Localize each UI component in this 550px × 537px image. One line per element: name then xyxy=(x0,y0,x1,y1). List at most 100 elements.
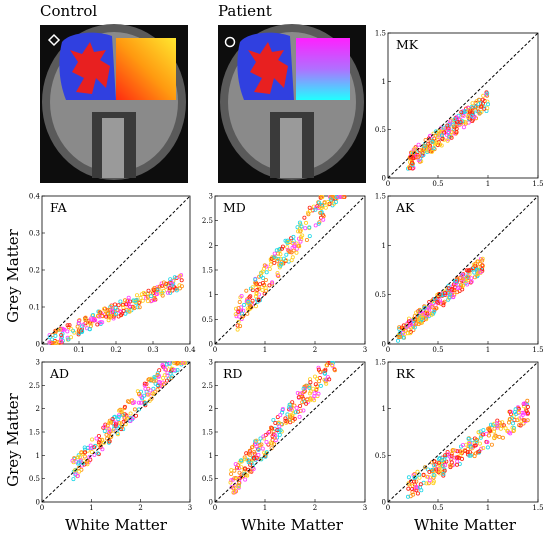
data-point xyxy=(328,194,333,199)
data-point xyxy=(273,420,278,425)
y-tick-label: 2 xyxy=(209,242,213,250)
data-point xyxy=(298,239,303,244)
data-point xyxy=(119,312,124,317)
data-point xyxy=(318,383,323,388)
data-point xyxy=(439,133,444,138)
data-point xyxy=(110,417,115,422)
data-point xyxy=(425,311,430,316)
data-point xyxy=(168,277,173,282)
data-point xyxy=(297,220,302,225)
data-point xyxy=(525,398,530,403)
data-point xyxy=(117,413,122,418)
data-point xyxy=(481,445,486,450)
data-point xyxy=(254,455,259,460)
data-point xyxy=(472,114,477,119)
data-point xyxy=(316,221,321,226)
data-point xyxy=(279,422,284,427)
data-point xyxy=(458,275,463,280)
data-point xyxy=(304,237,309,242)
panel-ad: 0 1 2 3 0 0.5 1 1.5 2 2.5 3 AD xyxy=(29,359,192,513)
data-point xyxy=(252,449,257,454)
panel-ak: 0 0.5 1 1.5 0 0.5 1 1.5 AK xyxy=(375,193,544,355)
data-point xyxy=(448,119,453,124)
data-point xyxy=(416,142,421,147)
data-point xyxy=(313,207,318,212)
data-point xyxy=(155,383,160,388)
data-point xyxy=(76,320,81,325)
data-point xyxy=(307,205,312,210)
data-point xyxy=(179,284,184,289)
data-point xyxy=(512,425,517,430)
data-point xyxy=(278,413,283,418)
data-point xyxy=(315,376,320,381)
data-point xyxy=(157,379,162,384)
data-point xyxy=(131,305,136,310)
data-point xyxy=(473,451,478,456)
data-point xyxy=(455,449,460,454)
data-point xyxy=(264,439,269,444)
data-point xyxy=(454,279,459,284)
y-tick-label: 0 xyxy=(382,499,386,507)
control-mri-image xyxy=(40,24,188,183)
y-tick-label: 1 xyxy=(209,452,213,460)
x-tick-label: 1.5 xyxy=(532,180,543,188)
data-point xyxy=(498,426,503,431)
y-tick-label: 0.5 xyxy=(375,291,386,299)
data-point xyxy=(399,325,404,330)
data-point xyxy=(466,436,471,441)
data-point xyxy=(402,331,407,336)
patient-mri-image xyxy=(218,24,366,183)
data-point xyxy=(482,106,487,111)
data-point xyxy=(75,473,80,478)
data-point xyxy=(125,309,130,314)
data-point xyxy=(233,489,238,494)
data-point xyxy=(478,435,483,440)
data-point xyxy=(460,272,465,277)
data-point xyxy=(451,124,456,129)
data-point xyxy=(437,455,442,460)
data-point xyxy=(288,413,293,418)
data-point xyxy=(68,326,73,331)
data-point xyxy=(155,371,160,376)
y-tick-label: 1.5 xyxy=(29,429,40,437)
data-point xyxy=(464,268,469,273)
data-point xyxy=(334,194,339,199)
patient-color-gradient xyxy=(296,38,350,100)
data-point xyxy=(299,224,304,229)
x-tick-label: 1 xyxy=(486,504,490,512)
data-point xyxy=(469,276,474,281)
data-point xyxy=(396,334,401,339)
data-point xyxy=(408,479,413,484)
data-point xyxy=(145,299,150,304)
data-point xyxy=(419,313,424,318)
data-point xyxy=(275,271,280,276)
data-point xyxy=(162,367,167,372)
data-point xyxy=(277,424,282,429)
data-point xyxy=(410,486,415,491)
data-point xyxy=(283,416,288,421)
panel-title: RD xyxy=(223,366,242,381)
data-point xyxy=(148,388,153,393)
data-point xyxy=(435,292,440,297)
data-point xyxy=(143,386,148,391)
data-point xyxy=(240,315,245,320)
data-point xyxy=(168,279,173,284)
data-point xyxy=(332,368,337,373)
data-point xyxy=(415,469,420,474)
data-point xyxy=(479,446,484,451)
data-point xyxy=(452,448,457,453)
data-point xyxy=(421,149,426,154)
data-point xyxy=(114,420,119,425)
x-tick-label: 0 xyxy=(40,346,44,354)
data-point xyxy=(445,450,450,455)
data-point xyxy=(417,307,422,312)
data-point xyxy=(519,415,524,420)
data-point xyxy=(151,287,156,292)
y-tick-label: 0.2 xyxy=(29,267,40,275)
data-point xyxy=(441,303,446,308)
y-tick-label: 2.5 xyxy=(202,217,213,225)
data-point xyxy=(87,320,92,325)
data-point xyxy=(104,432,109,437)
data-point xyxy=(275,415,280,420)
x-tick-label: 1.5 xyxy=(532,346,543,354)
